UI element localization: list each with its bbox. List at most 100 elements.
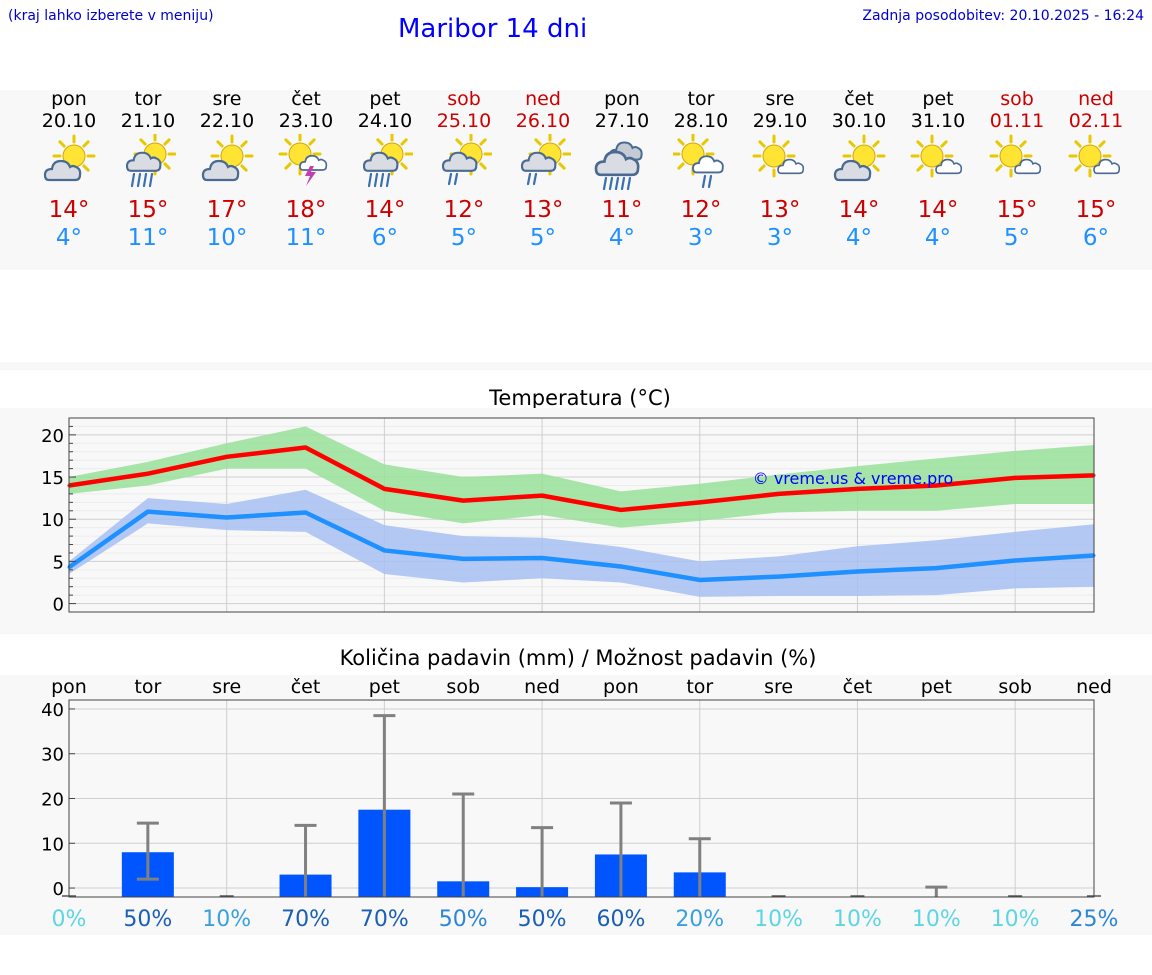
y-tick-label: 10 [41,510,64,531]
sun-small-cloud-icon [910,134,963,178]
rain-drops [526,172,538,186]
point-max [698,500,702,504]
rain-drops [130,172,154,188]
cloud-shape [833,159,872,182]
cloud-shape [1014,158,1042,175]
cloud-shape [777,158,805,175]
y-tick-label: 10 [41,834,64,855]
max-temperature: 15° [1075,197,1117,223]
day-name: tor [134,88,162,110]
min-temperature: 4° [845,225,873,251]
precipitation-chart-title: Količina padavin (mm) / Možnost padavin … [339,646,817,670]
min-temperature: 5° [529,225,557,251]
max-temperature: 14° [917,197,959,223]
point-min [540,556,544,560]
partly-cloudy-icon [201,134,254,182]
day-date: 25.10 [436,110,492,132]
category-label: pon [603,676,639,698]
chart-background [0,675,1152,935]
rain-drops [602,176,632,190]
precip-chance-label: 50% [123,907,172,932]
day-date: 27.10 [594,110,650,132]
cloud-shape [201,159,240,182]
y-tick-label: 30 [41,745,64,766]
precip-chance-label: 50% [518,907,567,932]
point-min [461,557,465,561]
point-max [382,487,386,491]
point-min [304,510,308,514]
day-column: ned 26.10 13° 5° [503,88,583,252]
category-label: ned [1076,676,1112,698]
sun-shape [989,134,1033,178]
day-name: sob [447,88,481,110]
min-temperature: 11° [285,225,327,251]
point-max [1013,476,1017,480]
day-column: sob 25.10 12° 5° [424,88,504,252]
max-temperature: 15° [127,197,169,223]
cloudy-rain-icon [362,134,413,188]
precip-chance-label: 70% [281,907,330,932]
day-date: 30.10 [831,110,887,132]
band-max [69,426,1094,528]
category-label: sob [446,676,480,698]
location-hint: (kraj lahko izberete v meniju) [8,8,214,24]
min-temperature: 4° [924,225,952,251]
error-bar [688,837,711,897]
series-line-min [67,509,1095,583]
day-name: tor [687,88,715,110]
min-temperature: 3° [687,225,715,251]
point-max [855,487,859,491]
max-temperature: 12° [680,197,722,223]
day-column: sob 01.11 15° 5° [977,88,1057,252]
series-line-max [68,445,1095,513]
day-column: tor 28.10 12° 3° [661,88,741,252]
forecast-band [0,90,1152,270]
rain-drops [447,172,459,186]
day-date: 01.11 [989,110,1045,132]
day-column: sre 29.10 13° 3° [740,88,820,252]
day-column: pon 20.10 14° 4° [29,88,109,252]
point-max [934,483,938,487]
point-min [225,516,229,520]
point-max [777,492,781,496]
precip-chance-label: 0% [52,907,87,932]
day-date: 31.10 [910,110,966,132]
error-bar [609,801,632,897]
sun-small-cloud-icon [752,134,805,178]
day-name: sre [765,88,795,110]
error-bar [294,823,317,897]
sun-shape [752,134,796,178]
day-date: 26.10 [515,110,571,132]
min-temperature: 4° [608,225,636,251]
cloud-shape [43,159,82,182]
precip-chance-label: 20% [675,907,724,932]
temperature-chart-title: Temperatura (°C) [489,386,671,410]
max-temperature: 14° [48,197,90,223]
overcast-rain-icon [594,141,643,190]
band-min [69,489,1094,597]
max-temperature: 13° [522,197,564,223]
min-temperature: 6° [371,225,399,251]
error-bar [925,885,948,897]
min-temperature: 5° [450,225,478,251]
sun-light-rain-icon [673,134,724,189]
day-name: sre [212,88,242,110]
category-label: sre [764,676,793,698]
lightning-shape [305,166,316,186]
category-label: ned [524,676,560,698]
y-tick-label: 20 [41,790,64,811]
grid [69,700,1094,897]
point-max [304,446,308,450]
day-date: 24.10 [357,110,413,132]
y-tick-label: 0 [53,879,64,900]
point-max [225,455,229,459]
precip-chance-label: 50% [439,907,488,932]
y-tick-label: 15 [41,468,64,489]
day-name: čet [291,88,321,110]
category-label: čet [843,676,873,698]
min-temperature: 3° [766,225,794,251]
light-rain-icon [520,134,571,186]
day-date: 29.10 [752,110,808,132]
day-date: 21.10 [120,110,176,132]
cloud-shape [692,155,724,174]
